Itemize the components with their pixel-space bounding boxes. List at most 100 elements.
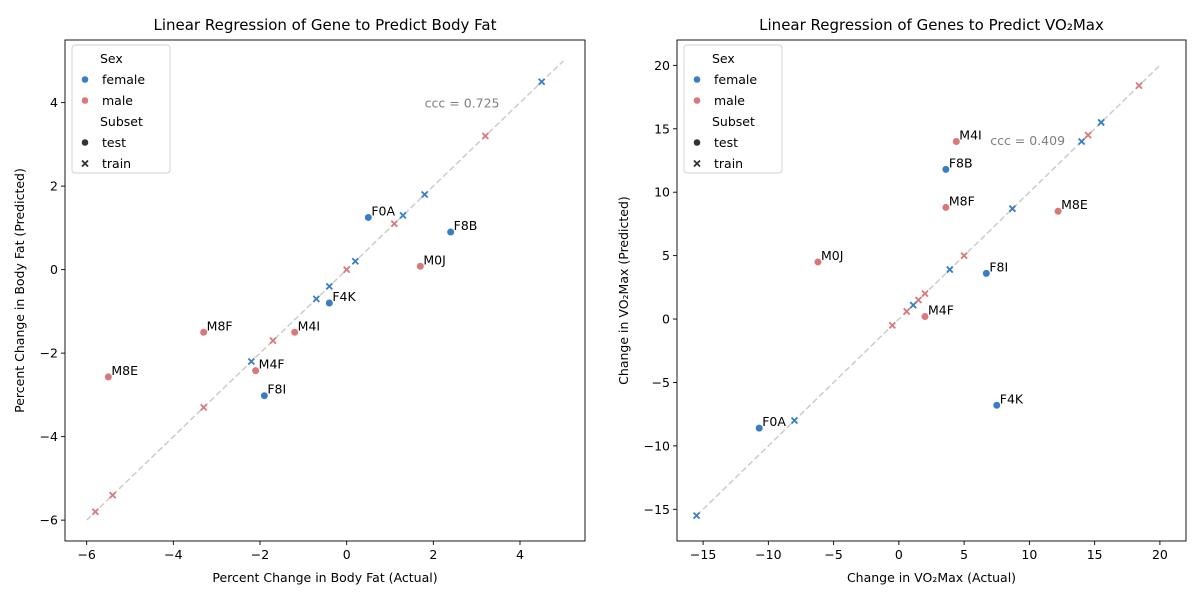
y-tick-label: 5 [662,248,670,263]
x-tick-label: −6 [77,547,95,562]
point-label: M8F [949,193,975,208]
data-point-test-female [364,213,373,222]
data-point-test-male [952,137,961,146]
data-point-train-female [1008,205,1017,213]
legend-box [683,44,783,174]
x-tick-label: −5 [824,547,842,562]
point-label: F0A [762,414,786,429]
point-label: F8I [989,259,1008,274]
data-point-train-male [109,491,117,499]
y-tick-label: −4 [40,429,58,444]
legend-marker [81,139,89,146]
legend-marker [693,139,701,146]
point-label: F0A [371,203,395,218]
data-point-train-female [538,78,546,86]
data-point-train-male [888,321,896,330]
x-tick-label: −2 [251,547,269,562]
legend-entry: male [102,93,133,108]
data-point-test-female [260,391,269,400]
data-point-train-female [247,357,255,366]
x-tick-label: 0 [343,547,351,562]
data-point-train-female [946,265,954,274]
point-label: M8E [1061,197,1088,212]
ccc-annotation: ccc = 0.409 [990,133,1065,148]
axes-frame [676,39,1187,542]
y-tick-label: −10 [644,438,670,453]
point-label: M0J [423,252,445,267]
legend-entry: female [102,72,145,87]
data-point-train-female [790,416,799,425]
y-axis-label: Percent Change in Body Fat (Predicted) [12,168,27,413]
x-tick-label: 2 [429,547,437,562]
data-point-test-male [920,312,930,321]
point-label: M8F [207,318,233,333]
legend-title: Sex [712,51,735,66]
y-tick-label: 4 [50,95,58,110]
legend-marker [693,159,701,168]
legend-entry: test [714,135,738,150]
point-label: F8B [454,218,478,233]
y-tick-label: −5 [652,375,670,390]
y-axis-label: Change in VO₂Max (Predicted) [616,196,631,385]
y-tick-label: 10 [654,185,670,200]
legend-marker [81,76,89,83]
data-point-train-male [269,336,277,345]
data-point-test-male [813,257,823,267]
y-tick-label: −15 [644,502,670,517]
data-point-train-female [692,511,701,520]
data-point-train-male [390,220,398,228]
data-point-train-male [960,251,968,260]
data-point-train-male [481,132,489,140]
x-tick-label: 4 [516,547,524,562]
data-point-train-female [1097,118,1105,127]
data-point-train-male [903,307,911,316]
data-point-test-female [992,401,1001,410]
data-point-test-female [941,165,950,174]
x-tick-label: −4 [164,547,182,562]
chart-title: Linear Regression of Gene to Predict Bod… [153,16,496,34]
body-fat-chart: −6 −4 −2 0 2 4 −6 −4 −2 0 2 4 Linear Regression of G… [12,16,586,585]
y-tick-label: 2 [50,179,58,194]
axes-frame [64,39,586,542]
point-label: F8B [949,155,973,170]
x-tick-label: −10 [755,547,781,562]
data-point-train-male [1135,82,1143,90]
y-tick-label: 20 [654,58,670,73]
legend-marker [693,76,701,83]
legend-marker [693,97,701,104]
x-axis-label: Percent Change in Body Fat (Actual) [212,570,437,585]
ccc-annotation: ccc = 0.725 [425,96,500,111]
legend-entry: male [714,93,745,108]
x-tick-label: 20 [1152,547,1168,562]
data-point-test-male [290,328,299,337]
data-point-train-male [200,403,208,412]
x-tick-label: 0 [895,547,903,562]
x-tick-label: 5 [960,547,968,562]
data-point-train-male [914,296,923,304]
y-tick-label: 0 [50,262,58,277]
legend-entry: train [102,156,131,171]
data-point-test-male [199,328,208,337]
data-point-test-female [982,269,991,278]
data-point-train-female [312,295,320,303]
data-point-train-female [1077,137,1086,146]
data-point-train-female [909,301,917,309]
data-point-test-female [446,227,455,237]
point-label: M8E [111,363,138,378]
chart-title: Linear Regression of Genes to Predict VO… [759,16,1104,34]
legend-box [71,44,171,174]
legend-marker [81,159,89,168]
data-point-train-male [921,290,929,298]
data-point-test-male [416,262,425,271]
data-point-test-male [1053,207,1063,216]
data-point-test-female [325,298,334,308]
point-label: M0J [821,248,843,263]
legend-entry: female [714,72,757,87]
vo2max-chart: −15 −10 −5 0 5 10 15 20 −15 −10 −5 0 5 10 15 20 Linear R… [616,16,1187,585]
x-axis-label: Change in VO₂Max (Actual) [847,570,1016,585]
point-label: M4F [259,357,285,372]
point-label: F4K [1000,391,1024,406]
data-point-test-male [104,372,113,382]
legend-marker [81,97,89,104]
